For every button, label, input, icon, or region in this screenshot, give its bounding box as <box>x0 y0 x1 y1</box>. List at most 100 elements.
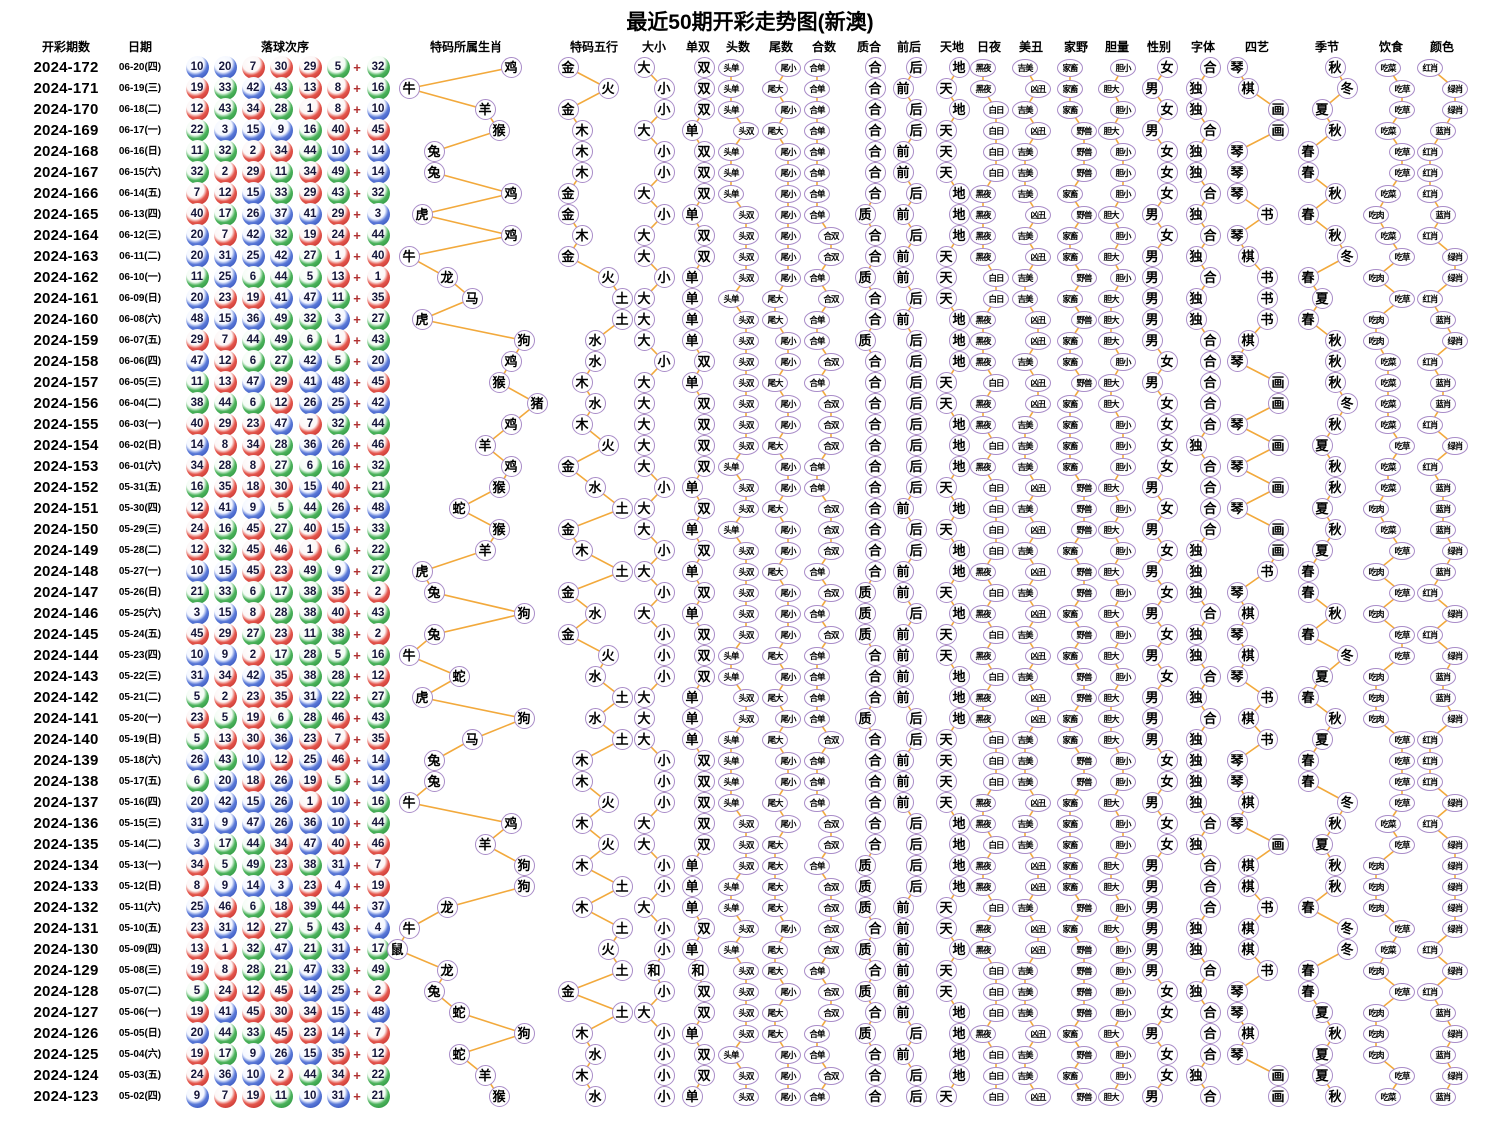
attr-circle: 春 <box>1297 561 1319 582</box>
attr-circle: 红肖 <box>1417 982 1443 1001</box>
attr-circle: 吉美 <box>1012 289 1038 308</box>
attr-circle: 前 <box>892 981 914 1002</box>
lottery-ball: 35 <box>213 476 237 499</box>
lottery-ball: 43 <box>269 77 293 100</box>
special-ball: 37 <box>366 896 390 919</box>
lottery-ball: 12 <box>241 917 265 940</box>
draw-date: 05-25(六) <box>118 607 162 619</box>
lottery-ball: 42 <box>298 350 322 373</box>
attr-circle: 单 <box>681 519 703 540</box>
attr-circle: 夏 <box>1311 729 1333 750</box>
attr-circle: 尾小 <box>775 667 801 686</box>
attr-circle: 吃肉 <box>1363 1003 1389 1022</box>
column-header: 特码所属生肖 <box>429 40 503 54</box>
attr-circle: 天 <box>935 120 957 141</box>
attr-circle: 合双 <box>818 877 844 896</box>
attr-circle: 头单 <box>718 793 744 812</box>
attr-circle: 吃草 <box>1389 625 1415 644</box>
attr-circle: 合双 <box>818 583 844 602</box>
attr-circle: 前 <box>892 141 914 162</box>
attr-circle: 大 <box>633 288 655 309</box>
attr-circle: 大 <box>633 708 655 729</box>
attr-circle: 凶丑 <box>1025 310 1051 329</box>
attr-circle: 棋 <box>1237 855 1259 876</box>
lottery-ball: 41 <box>213 1001 237 1024</box>
attr-circle: 绿肖 <box>1442 919 1468 938</box>
lottery-ball: 12 <box>269 392 293 415</box>
plus-icon: + <box>353 563 361 579</box>
lottery-ball: 19 <box>298 224 322 247</box>
attr-circle: 后 <box>905 834 927 855</box>
attr-circle: 头单 <box>718 163 744 182</box>
draw-date: 05-24(五) <box>118 628 162 640</box>
lottery-ball: 29 <box>269 371 293 394</box>
draw-date: 05-26(日) <box>118 586 162 598</box>
lottery-ball: 25 <box>185 896 209 919</box>
special-ball: 2 <box>366 980 390 1003</box>
special-ball: 16 <box>366 77 390 100</box>
special-ball: 45 <box>366 371 390 394</box>
attr-circle: 黑夜 <box>970 415 996 434</box>
attr-circle: 双 <box>693 771 715 792</box>
attr-circle: 独 <box>1185 834 1207 855</box>
wuxing-circle: 水 <box>584 330 606 351</box>
lottery-ball: 19 <box>185 77 209 100</box>
attr-circle: 合单 <box>804 1024 830 1043</box>
attr-circle: 和 <box>643 960 665 981</box>
attr-circle: 合双 <box>818 1066 844 1085</box>
attr-circle: 红肖 <box>1417 457 1443 476</box>
attr-circle: 春 <box>1297 771 1319 792</box>
attr-circle: 凶丑 <box>1025 1087 1051 1106</box>
attr-circle: 白日 <box>983 898 1009 917</box>
lottery-ball: 6 <box>298 455 322 478</box>
zodiac-circle: 鸡 <box>500 57 522 78</box>
lottery-ball: 31 <box>185 812 209 835</box>
zodiac-circle: 鼠 <box>386 939 408 960</box>
attr-circle: 双 <box>693 750 715 771</box>
attr-circle: 黑夜 <box>970 940 996 959</box>
attr-circle: 合 <box>1199 519 1221 540</box>
attr-circle: 前 <box>892 792 914 813</box>
lottery-ball: 16 <box>185 476 209 499</box>
attr-circle: 小 <box>653 792 675 813</box>
attr-circle: 合双 <box>818 226 844 245</box>
lottery-ball: 19 <box>185 1043 209 1066</box>
attr-circle: 绿肖 <box>1442 793 1468 812</box>
lottery-ball: 34 <box>269 833 293 856</box>
lottery-ball: 49 <box>298 560 322 583</box>
lottery-ball: 29 <box>241 161 265 184</box>
attr-circle: 头单 <box>718 520 744 539</box>
lottery-ball: 25 <box>298 749 322 772</box>
attr-circle: 野兽 <box>1071 121 1097 140</box>
attr-circle: 家畜 <box>1057 835 1083 854</box>
lottery-ball: 44 <box>298 497 322 520</box>
draw-period: 2024-164 <box>33 227 99 244</box>
lottery-ball: 11 <box>185 371 209 394</box>
attr-circle: 画 <box>1267 435 1289 456</box>
attr-circle: 胆大 <box>1098 709 1124 728</box>
attr-circle: 头双 <box>733 121 759 140</box>
plus-icon: + <box>353 164 361 180</box>
attr-circle: 头双 <box>733 919 759 938</box>
lottery-ball: 36 <box>213 1064 237 1087</box>
attr-circle: 独 <box>1185 141 1207 162</box>
attr-circle: 头单 <box>718 184 744 203</box>
draw-date: 05-19(日) <box>118 733 162 745</box>
plus-icon: + <box>353 479 361 495</box>
attr-circle: 独 <box>1185 981 1207 1002</box>
attr-circle: 凶丑 <box>1025 562 1051 581</box>
lottery-ball: 29 <box>213 623 237 646</box>
draw-period: 2024-154 <box>33 437 99 454</box>
attr-circle: 女 <box>1156 225 1178 246</box>
attr-circle: 绿肖 <box>1442 835 1468 854</box>
attr-circle: 琴 <box>1226 498 1248 519</box>
attr-circle: 合单 <box>804 163 830 182</box>
attr-circle: 男 <box>1141 204 1163 225</box>
lottery-ball: 20 <box>213 770 237 793</box>
attr-circle: 天 <box>935 162 957 183</box>
attr-circle: 白日 <box>983 499 1009 518</box>
attr-circle: 合 <box>864 225 886 246</box>
attr-circle: 白日 <box>983 436 1009 455</box>
attr-circle: 合双 <box>818 541 844 560</box>
lottery-ball: 40 <box>326 833 350 856</box>
